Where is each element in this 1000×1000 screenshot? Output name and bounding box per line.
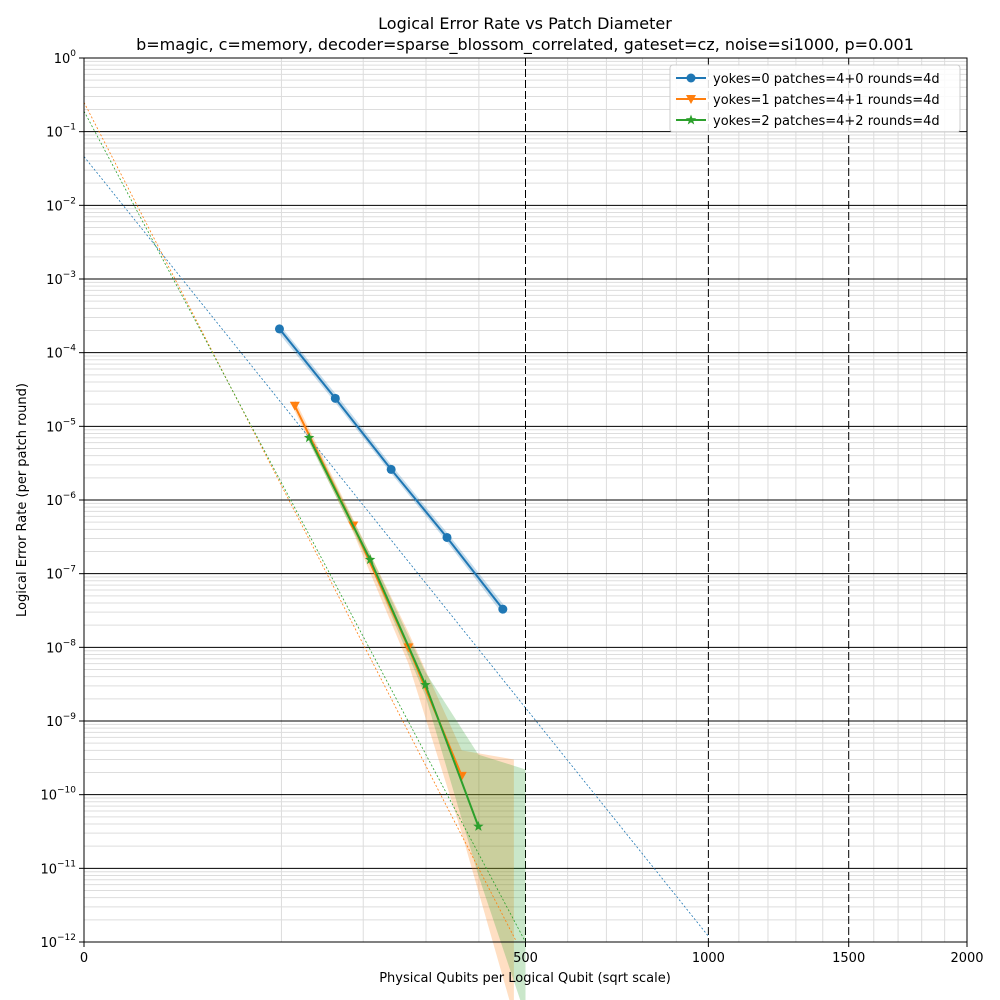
- fit-line: [83, 102, 517, 943]
- legend-marker: [686, 95, 696, 104]
- series-line: [308, 437, 480, 827]
- x-tick-label: 1500: [832, 951, 865, 966]
- y-axis-label: Logical Error Rate (per patch round): [15, 383, 30, 617]
- x-tick-label: 500: [513, 951, 538, 966]
- legend-label: yokes=1 patches=4+1 rounds=4d: [713, 93, 940, 108]
- legend-marker: [685, 114, 697, 125]
- data-point: [420, 679, 431, 690]
- x-tick-label: 1000: [692, 951, 725, 966]
- legend-box: [669, 64, 961, 133]
- chart-subtitle: b=magic, c=memory, decoder=sparse_blosso…: [136, 35, 914, 55]
- y-tick-label: 100: [54, 49, 77, 67]
- series-0: [274, 324, 508, 614]
- fit-line: [83, 110, 526, 943]
- x-axis-label: Physical Qubits per Logical Qubit (sqrt …: [379, 971, 671, 986]
- grid: [84, 57, 967, 943]
- x-tick-label: 0: [80, 951, 88, 966]
- fit-lines: [83, 102, 709, 943]
- data-point: [386, 464, 396, 474]
- y-tick-label: 10−2: [46, 196, 76, 214]
- data-point: [274, 324, 284, 334]
- y-axis-ticks: 10−12 10−11 10−10 10−9 10−8 10−7 10−6 10−5 10−4 1…: [40, 49, 84, 951]
- data-series: [274, 324, 508, 831]
- x-axis-ticks: 0 500 1000 1500 2000: [80, 942, 984, 966]
- confidence-band: [309, 432, 526, 1000]
- x-tick-label: 2000: [950, 951, 983, 966]
- y-tick-label: 10−5: [46, 417, 76, 435]
- data-point: [498, 604, 508, 614]
- y-tick-label: 10−3: [46, 270, 76, 288]
- legend: yokes=0 patches=4+0 rounds=4d yokes=1 pat…: [669, 64, 961, 133]
- y-tick-label: 10−7: [46, 565, 76, 583]
- fit-line: [83, 156, 709, 937]
- y-tick-label: 10−6: [46, 491, 76, 509]
- legend-label: yokes=2 patches=4+2 rounds=4d: [713, 114, 940, 129]
- y-tick-label: 10−10: [40, 786, 76, 804]
- series-2: [303, 432, 484, 831]
- data-point: [303, 432, 315, 443]
- y-tick-label: 10−9: [46, 712, 76, 730]
- legend-marker: [686, 73, 696, 83]
- y-tick-label: 10−12: [40, 933, 76, 951]
- y-tick-label: 10−1: [46, 123, 76, 141]
- legend-label: yokes=0 patches=4+0 rounds=4d: [713, 72, 940, 87]
- y-tick-label: 10−8: [46, 638, 76, 656]
- data-point: [442, 532, 452, 542]
- data-point: [330, 393, 340, 403]
- confidence-band: [294, 399, 514, 1000]
- chart-title: Logical Error Rate vs Patch Diameter: [378, 14, 672, 33]
- data-point: [364, 554, 376, 565]
- y-tick-label: 10−4: [46, 344, 76, 362]
- y-tick-label: 10−11: [40, 859, 76, 877]
- data-point: [289, 401, 300, 411]
- data-point: [473, 820, 484, 831]
